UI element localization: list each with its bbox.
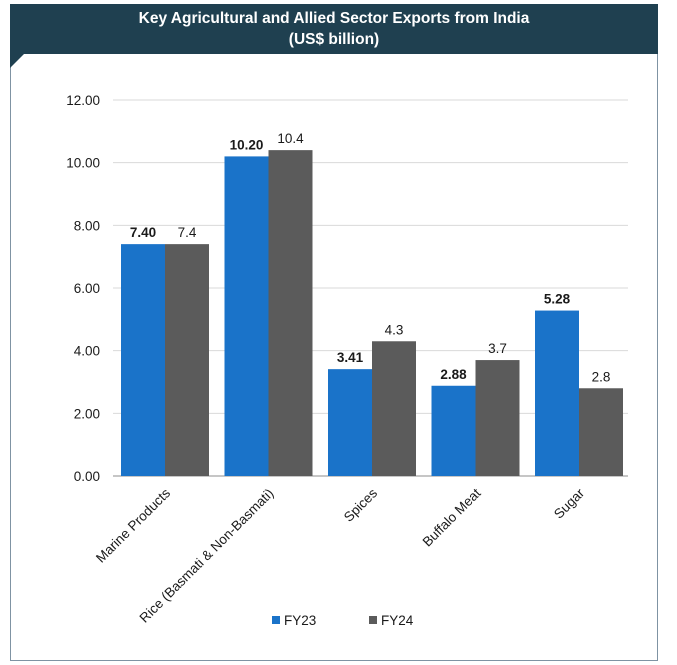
x-tick-label: Sugar	[551, 485, 587, 521]
bar-fy23	[224, 156, 269, 476]
bar-fy23	[328, 369, 372, 476]
y-tick-label: 4.00	[74, 344, 100, 359]
bar-fy23	[121, 244, 165, 476]
y-tick-label: 8.00	[74, 218, 100, 233]
bar-fy24	[372, 341, 416, 476]
data-label: 3.7	[488, 341, 507, 356]
chart-title-bar: Key Agricultural and Allied Sector Expor…	[10, 4, 658, 54]
data-label: 10.20	[230, 137, 264, 152]
legend-label-fy24: FY24	[381, 613, 414, 628]
data-label: 7.4	[178, 225, 197, 240]
data-label: 3.41	[337, 350, 364, 365]
bar-fy24	[475, 360, 520, 476]
data-label: 2.88	[440, 367, 467, 382]
y-tick-label: 2.00	[74, 406, 100, 421]
data-label: 4.3	[385, 322, 404, 337]
data-label: 10.4	[277, 131, 304, 146]
chart-title: Key Agricultural and Allied Sector Expor…	[138, 10, 530, 27]
y-tick-label: 12.00	[66, 93, 100, 108]
bar-fy23	[431, 385, 476, 476]
data-label: 7.40	[130, 225, 156, 240]
x-tick-label: Marine Products	[93, 485, 173, 565]
bar-fy23	[535, 310, 579, 476]
data-label: 2.8	[592, 369, 611, 384]
title-corner-decoration	[10, 54, 24, 68]
bar-fy24	[268, 150, 313, 476]
legend-swatch-fy24	[369, 616, 377, 624]
x-tick-label: Spices	[341, 485, 380, 524]
chart-subtitle: (US$ billion)	[288, 31, 380, 48]
y-tick-label: 0.00	[74, 469, 100, 484]
data-label: 5.28	[544, 292, 571, 307]
y-tick-label: 6.00	[74, 281, 100, 296]
bar-fy24	[579, 388, 623, 476]
x-tick-label: Buffalo Meat	[420, 485, 484, 549]
legend-swatch-fy23	[272, 616, 280, 624]
y-tick-label: 10.00	[66, 156, 100, 171]
legend-label-fy23: FY23	[284, 613, 316, 628]
bar-fy24	[165, 244, 209, 476]
